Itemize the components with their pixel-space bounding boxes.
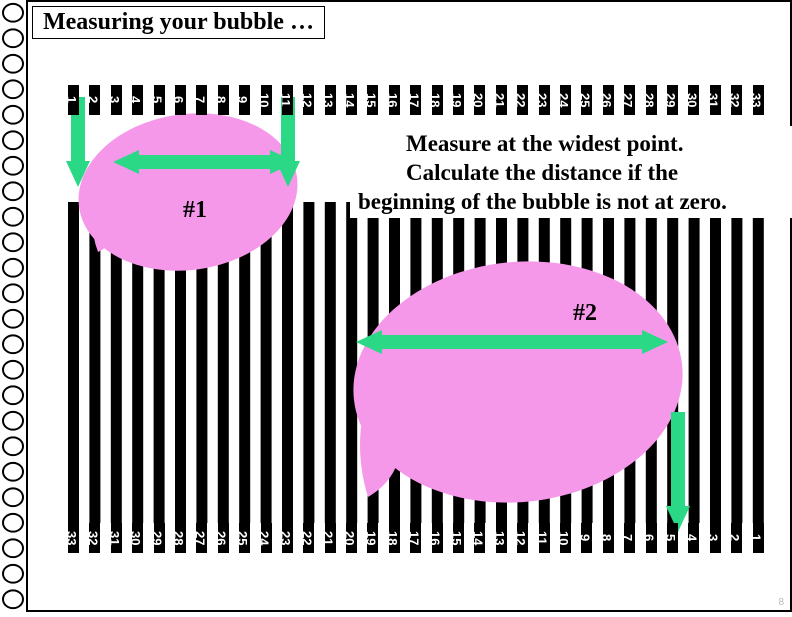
ruler-mark: 13 xyxy=(325,85,336,115)
ruler-mark: 27 xyxy=(624,85,635,115)
ruler-mark: 4 xyxy=(688,523,699,553)
ruler-mark: 22 xyxy=(303,523,314,553)
ruler-mark: 16 xyxy=(432,523,443,553)
ruler-mark: 31 xyxy=(111,523,122,553)
ruler-mark: 10 xyxy=(560,523,571,553)
ruler-mark: 7 xyxy=(196,85,207,115)
ruler-mark: 1 xyxy=(753,523,764,553)
spiral-binding xyxy=(0,0,26,612)
ruler-mark: 6 xyxy=(646,523,657,553)
ruler-mark: 23 xyxy=(539,85,550,115)
ruler-mark: 26 xyxy=(218,523,229,553)
ruler-mark: 22 xyxy=(517,85,528,115)
ruler-mark: 9 xyxy=(239,85,250,115)
ruler-mark: 33 xyxy=(68,523,79,553)
ruler-mark: 24 xyxy=(560,85,571,115)
ruler-mark: 11 xyxy=(282,85,293,115)
ruler-mark: 8 xyxy=(218,85,229,115)
ruler-mark: 29 xyxy=(667,85,678,115)
ruler-mark: 24 xyxy=(261,523,272,553)
ruler-mark: 23 xyxy=(282,523,293,553)
ruler-mark: 2 xyxy=(89,85,100,115)
page-frame: Measuring your bubble … 1234567891011121… xyxy=(26,0,792,612)
ruler-mark: 20 xyxy=(346,523,357,553)
ruler-mark: 31 xyxy=(710,85,721,115)
page-number: 8 xyxy=(778,597,784,608)
ruler-mark: 1 xyxy=(68,85,79,115)
page-title: Measuring your bubble … xyxy=(43,9,314,35)
bubble-2-label: #2 xyxy=(573,300,597,327)
ruler-mark: 5 xyxy=(667,523,678,553)
ruler-mark: 30 xyxy=(688,85,699,115)
ruler-mark: 19 xyxy=(453,85,464,115)
ruler-mark: 9 xyxy=(581,523,592,553)
ruler-mark: 12 xyxy=(517,523,528,553)
ruler-top: 1234567891011121314151617181920212223242… xyxy=(68,85,764,115)
ruler-mark: 11 xyxy=(539,523,550,553)
ruler-mark: 12 xyxy=(303,85,314,115)
ruler-mark: 13 xyxy=(496,523,507,553)
ruler-mark: 28 xyxy=(175,523,186,553)
ruler-mark: 26 xyxy=(603,85,614,115)
ruler-mark: 27 xyxy=(196,523,207,553)
ruler-mark: 28 xyxy=(646,85,657,115)
ruler-mark: 20 xyxy=(474,85,485,115)
ruler-mark: 15 xyxy=(453,523,464,553)
ruler-mark: 32 xyxy=(731,85,742,115)
ruler-mark: 14 xyxy=(346,85,357,115)
title-box: Measuring your bubble … xyxy=(32,6,325,39)
ruler-mark: 33 xyxy=(753,85,764,115)
ruler-mark: 7 xyxy=(624,523,635,553)
ruler-mark: 3 xyxy=(111,85,122,115)
instruction-line: Calculate the distance if the xyxy=(358,159,788,188)
ruler-mark: 29 xyxy=(154,523,165,553)
ruler-mark: 4 xyxy=(132,85,143,115)
instruction-line: Measure at the widest point. xyxy=(358,130,788,159)
ruler-mark: 16 xyxy=(389,85,400,115)
ruler-mark: 19 xyxy=(367,523,378,553)
ruler-mark: 25 xyxy=(581,85,592,115)
ruler-mark: 18 xyxy=(389,523,400,553)
ruler-mark: 3 xyxy=(710,523,721,553)
bubble-1-label: #1 xyxy=(183,197,207,224)
ruler-mark: 10 xyxy=(261,85,272,115)
ruler-mark: 14 xyxy=(474,523,485,553)
instruction-text: Measure at the widest point.Calculate th… xyxy=(358,130,788,216)
ruler-mark: 21 xyxy=(325,523,336,553)
ruler-mark: 6 xyxy=(175,85,186,115)
ruler-mark: 17 xyxy=(410,85,421,115)
ruler-mark: 18 xyxy=(432,85,443,115)
ruler-mark: 25 xyxy=(239,523,250,553)
ruler-mark: 8 xyxy=(603,523,614,553)
ruler-mark: 2 xyxy=(731,523,742,553)
ruler-bottom: 3332313029282726252423222120191817161514… xyxy=(68,523,764,553)
ruler-mark: 21 xyxy=(496,85,507,115)
ruler-mark: 15 xyxy=(367,85,378,115)
ruler-mark: 17 xyxy=(410,523,421,553)
ruler-mark: 5 xyxy=(154,85,165,115)
ruler-mark: 32 xyxy=(89,523,100,553)
ruler-mark: 30 xyxy=(132,523,143,553)
instruction-line: beginning of the bubble is not at zero. xyxy=(358,188,788,217)
